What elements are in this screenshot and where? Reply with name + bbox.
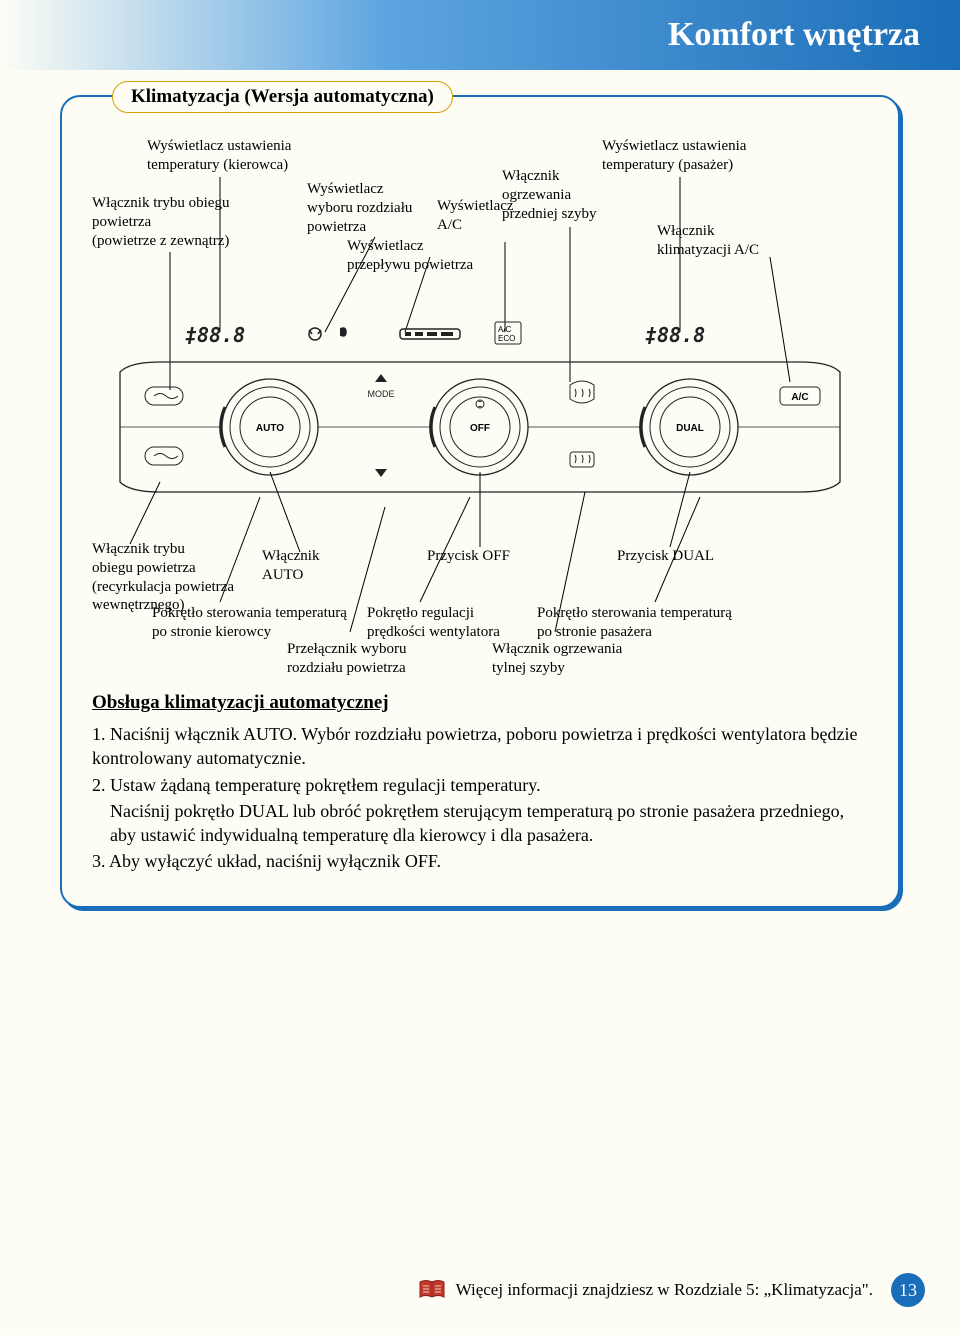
svg-text:MODE: MODE xyxy=(368,389,395,399)
dial-off: OFF xyxy=(431,379,528,475)
label-driver-knob: Pokrętło sterowania temperaturąpo stroni… xyxy=(152,604,347,642)
svg-text:A/C: A/C xyxy=(791,392,808,403)
label-auto-sw: WłącznikAUTO xyxy=(262,547,319,585)
label-air-dist-sel: Wyświetlaczwyboru rozdziałupowietrza xyxy=(307,180,412,236)
climate-control-panel: ‡88.8 ‡88.8 A/C ECO AUTO xyxy=(92,307,868,532)
inst-item-2b: Naciśnij pokrętło DUAL lub obróć pokrętł… xyxy=(92,799,868,848)
instructions-body: 1. Naciśnij włącznik AUTO. Wybór rozdzia… xyxy=(92,722,868,874)
inst-item-3: 3. Aby wyłączyć układ, naciśnij wyłączni… xyxy=(92,849,868,873)
book-icon xyxy=(418,1279,446,1301)
inst-item-2a: 2. Ustaw żądaną temperaturę pokrętłem re… xyxy=(92,773,868,797)
dial-dual: DUAL xyxy=(641,379,738,475)
label-dual-btn: Przycisk DUAL xyxy=(617,547,714,566)
svg-text:DUAL: DUAL xyxy=(676,423,704,434)
page-number: 13 xyxy=(891,1273,925,1307)
inst-item-1: 1. Naciśnij włącznik AUTO. Wybór rozdzia… xyxy=(92,722,868,771)
label-pass-temp: Wyświetlacz ustawieniatemperatury (pasaż… xyxy=(602,137,746,175)
instructions: Obsługa klimatyzacji automatycznej 1. Na… xyxy=(92,692,868,874)
instructions-heading: Obsługa klimatyzacji automatycznej xyxy=(92,692,868,714)
footer-text: Więcej informacji znajdziesz w Rozdziale… xyxy=(456,1280,873,1300)
content-box: Klimatyzacja (Wersja automatyczna) Wyświ… xyxy=(60,95,900,908)
bottom-labels-region: Włącznik trybuobiegu powietrza(recyrkula… xyxy=(92,532,868,687)
label-off-btn: Przycisk OFF xyxy=(427,547,510,566)
header-title: Komfort wnętrza xyxy=(668,16,920,54)
aceco-line2: ECO xyxy=(498,334,515,343)
svg-text:OFF: OFF xyxy=(470,423,490,434)
seg-right: ‡88.8 xyxy=(645,323,705,347)
label-fan-knob: Pokrętło regulacjiprędkości wentylatora xyxy=(367,604,500,642)
label-airflow-disp: Wyświetlaczprzepływu powietrza xyxy=(347,237,473,275)
label-front-heat: Włącznikogrzewaniaprzedniej szyby xyxy=(502,167,597,223)
label-pass-knob: Pokrętło sterowania temperaturąpo stroni… xyxy=(537,604,732,642)
seg-left: ‡88.8 xyxy=(185,323,245,347)
label-circ-ext: Włącznik trybu obiegupowietrza(powietrze… xyxy=(92,194,229,250)
label-driver-temp: Wyświetlacz ustawieniatemperatury (kiero… xyxy=(147,137,291,175)
label-dist-selector: Przełącznik wyborurozdziału powietrza xyxy=(287,640,407,678)
page-header: Komfort wnętrza xyxy=(0,0,960,70)
page-footer: Więcej informacji znajdziesz w Rozdziale… xyxy=(0,1273,960,1307)
top-labels-region: Wyświetlacz ustawieniatemperatury (kiero… xyxy=(92,132,868,307)
label-rear-heat: Włącznik ogrzewaniatylnej szyby xyxy=(492,640,622,678)
svg-text:AUTO: AUTO xyxy=(256,423,284,434)
aceco-line1: A/C xyxy=(498,325,512,334)
dial-auto: AUTO xyxy=(221,379,318,475)
label-ac-switch: Włącznikklimatyzacji A/C xyxy=(657,222,759,260)
section-pill: Klimatyzacja (Wersja automatyczna) xyxy=(112,81,453,113)
